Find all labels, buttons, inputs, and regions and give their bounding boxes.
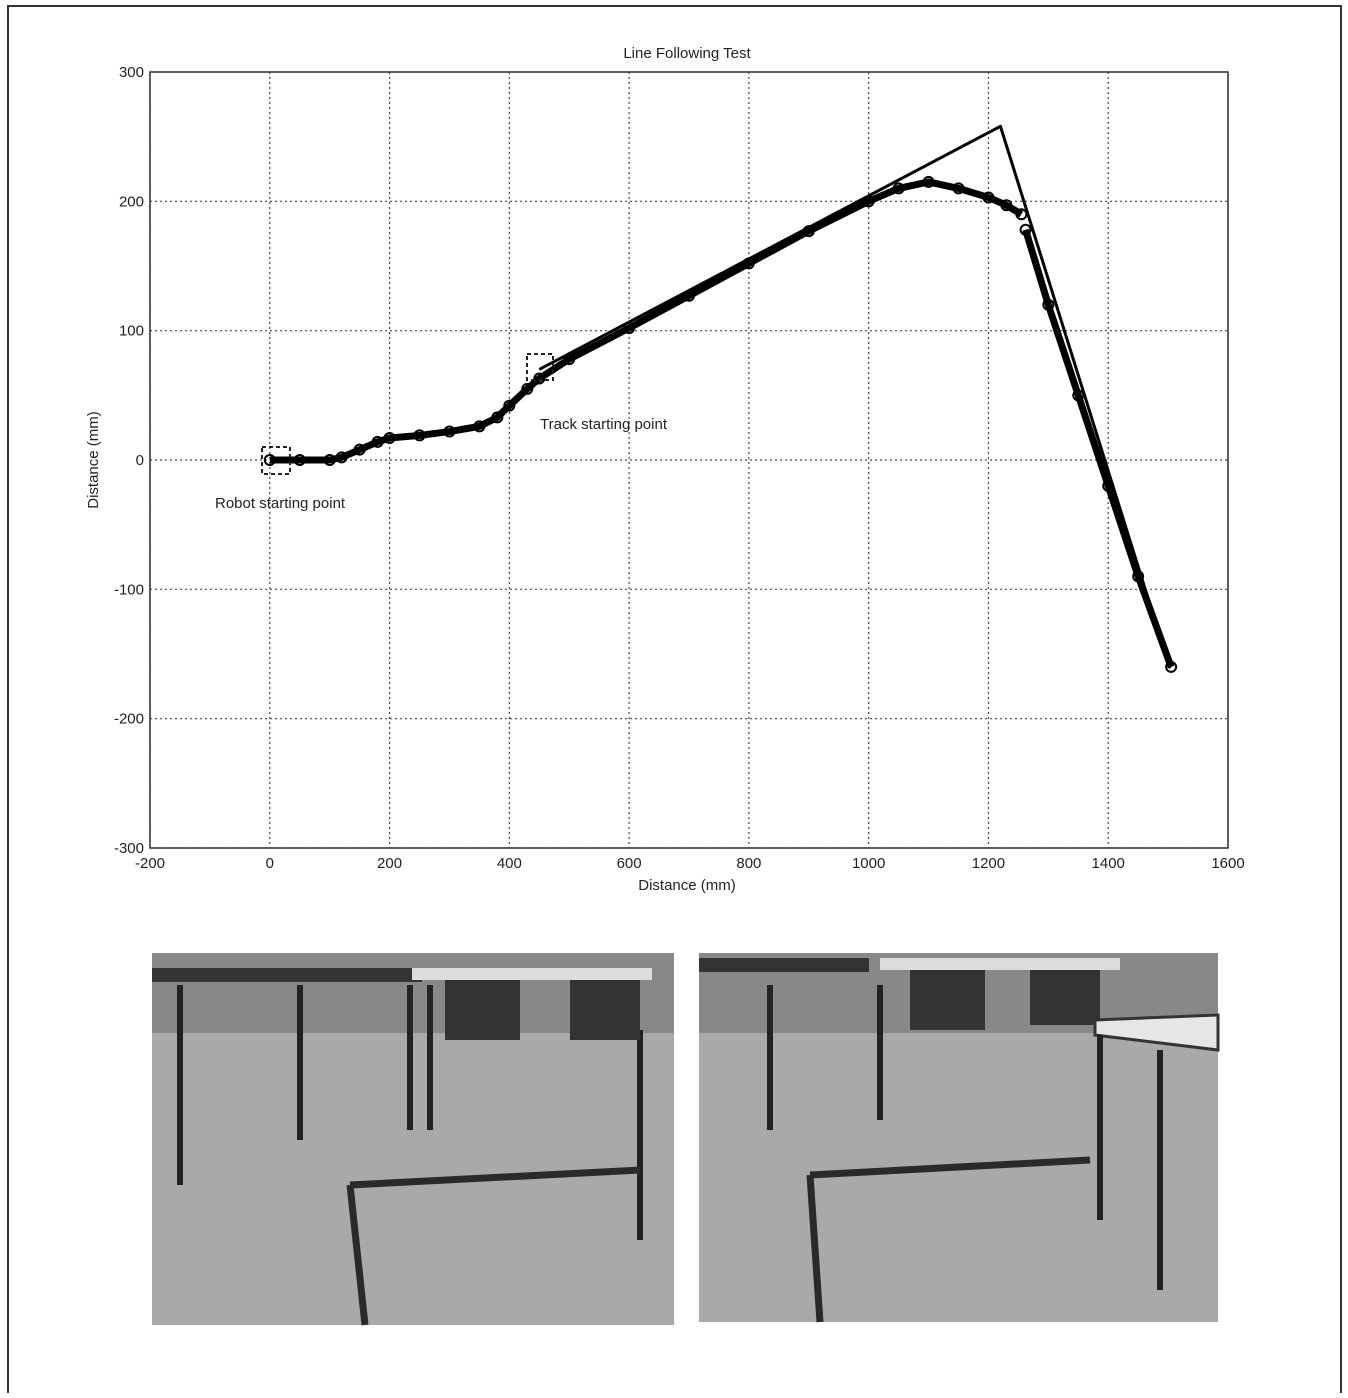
annotation: Robot starting point [215,495,346,512]
y-tick-label: 0 [136,452,144,469]
annotation: Track starting point [540,416,668,433]
chart-title: Line Following Test [623,45,751,62]
y-tick-label: 200 [119,193,144,210]
page: Line Following Test Distance (mm) Distan… [0,0,1348,1393]
y-tick-label: 300 [119,64,144,81]
y-axis-label: Distance (mm) [85,411,102,509]
x-tick-label: -200 [135,855,165,872]
y-tick-label: -200 [114,711,144,728]
x-axis-label: Distance (mm) [638,877,736,894]
x-tick-label: 0 [266,855,274,872]
x-tick-label: 200 [377,855,402,872]
y-tick-label: 100 [119,323,144,340]
photo-2 [699,953,1218,1322]
x-tick-label: 1000 [852,855,885,872]
y-tick-label: -300 [114,840,144,857]
x-tick-label: 600 [617,855,642,872]
x-tick-label: 400 [497,855,522,872]
y-tick-label: -100 [114,581,144,598]
photo-1 [152,953,674,1325]
x-tick-label: 800 [736,855,761,872]
x-tick-label: 1400 [1092,855,1125,872]
x-tick-label: 1600 [1211,855,1244,872]
x-tick-label: 1200 [972,855,1005,872]
